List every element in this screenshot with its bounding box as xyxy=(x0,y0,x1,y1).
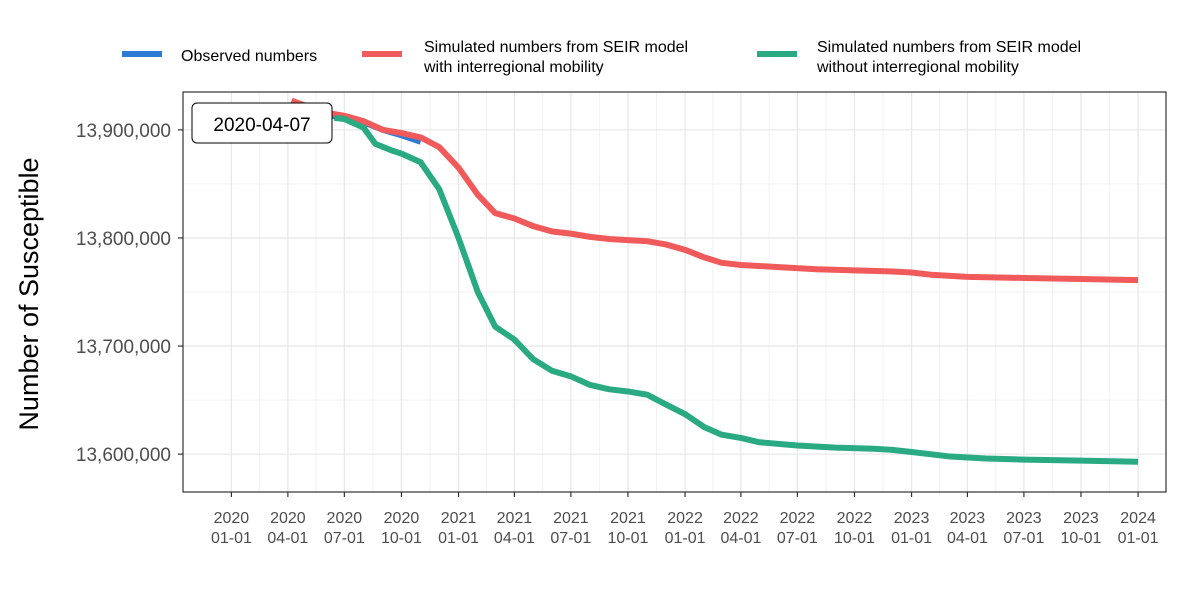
x-tick-label: 2023 10-01 xyxy=(1061,510,1102,547)
x-tick-label: 2024 01-01 xyxy=(1118,510,1159,547)
y-axis-title: Number of Susceptible xyxy=(14,157,44,430)
x-tick-label: 2021 07-01 xyxy=(550,510,591,547)
x-tick-label: 2022 04-01 xyxy=(720,510,761,547)
plot-area: 2020-04-07 xyxy=(182,91,1167,493)
series-line-3 xyxy=(334,114,1139,465)
gridlines xyxy=(183,92,1166,492)
x-tick-label: 2022 07-01 xyxy=(777,510,818,547)
legend-label-2: Simulated numbers from SEIR model with in… xyxy=(423,39,688,76)
x-tick-label: 2023 07-01 xyxy=(1003,510,1044,547)
x-tick-label: 2020 07-01 xyxy=(324,510,365,547)
y-tick-label: 13,900,000 xyxy=(76,121,171,142)
series-line-2 xyxy=(290,97,1139,284)
annotation-box xyxy=(191,102,333,144)
legend-label-1: Observed numbers xyxy=(181,48,317,65)
x-tick-label: 2021 04-01 xyxy=(494,510,535,547)
y-tick-label: 13,600,000 xyxy=(76,445,171,466)
x-tick-label: 2020 10-01 xyxy=(381,510,422,547)
y-tick-label: 13,800,000 xyxy=(76,229,171,250)
legend: Observed numbers Simulated numbers from S… xyxy=(122,39,1081,76)
x-axis: 2020 01-01 2020 04-01 2020 07-01 2020 10-01 2021… xyxy=(211,492,1159,547)
date-annotation: 2020-04-07 xyxy=(191,102,333,144)
x-tick-label: 2022 10-01 xyxy=(834,510,875,547)
y-tick-label: 13,700,000 xyxy=(76,337,171,358)
x-tick-label: 2023 01-01 xyxy=(891,510,932,547)
x-tick-label: 2021 01-01 xyxy=(438,510,479,547)
x-tick-label: 2022 01-01 xyxy=(665,510,706,547)
legend-label-3: Simulated numbers from SEIR model without… xyxy=(816,39,1081,76)
x-tick-label: 2020 04-01 xyxy=(267,510,308,547)
plot-border xyxy=(182,91,1167,493)
x-tick-label: 2021 10-01 xyxy=(607,510,648,547)
y-axis: 13,600,000 13,700,000 13,800,000 13,900,000 xyxy=(76,121,183,466)
x-tick-label: 2020 01-01 xyxy=(211,510,252,547)
annotation-label: 2020-04-07 xyxy=(213,115,310,136)
x-tick-label: 2023 04-01 xyxy=(947,510,988,547)
